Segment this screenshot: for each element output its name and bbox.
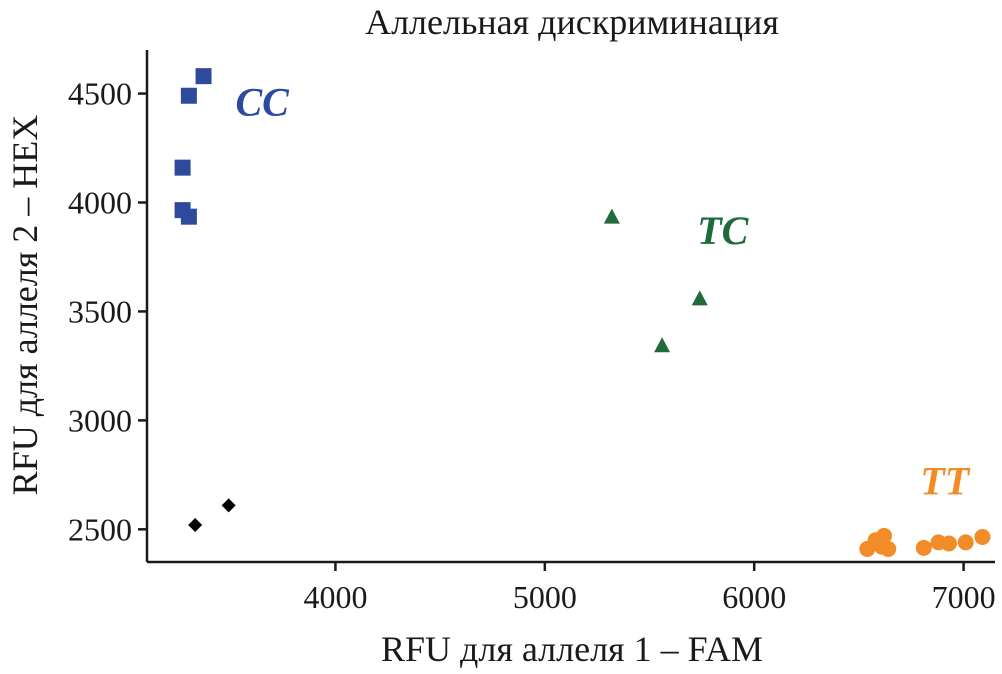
- y-tick-label-3000: 3000: [68, 402, 132, 438]
- y-tick-label-4500: 4500: [68, 76, 132, 112]
- point-tc-0: [603, 208, 620, 224]
- x-axis-label: RFU для аллеля 1 – FAM: [381, 629, 763, 669]
- y-tick-label-4000: 4000: [68, 185, 132, 221]
- x-tick-label-4000: 4000: [303, 579, 367, 615]
- point-unlabeled-0: [188, 517, 203, 532]
- group-label-tc: TC: [697, 208, 749, 253]
- x-tick-label-5000: 5000: [513, 579, 577, 615]
- point-tt-4: [880, 540, 897, 557]
- y-axis-label: RFU для аллеля 2 – HEX: [5, 115, 45, 496]
- point-tt-8: [957, 534, 974, 551]
- y-tick-label-2500: 2500: [68, 511, 132, 547]
- point-tc-2: [691, 290, 708, 306]
- point-tt-7: [940, 535, 957, 552]
- point-cc-2: [195, 68, 212, 85]
- point-tt-9: [974, 528, 991, 545]
- point-cc-4: [180, 208, 197, 225]
- y-tick-label-3500: 3500: [68, 293, 132, 329]
- chart-title: Аллельная дискриминация: [365, 2, 779, 42]
- point-unlabeled-1: [221, 498, 236, 513]
- data-points: [174, 68, 991, 557]
- axes: [145, 50, 995, 564]
- point-tt-5: [915, 539, 932, 556]
- group-labels: CC TC TT: [235, 79, 970, 503]
- point-cc-1: [180, 87, 197, 104]
- group-label-tt: TT: [920, 458, 970, 503]
- x-tick-label-7000: 7000: [932, 579, 996, 615]
- point-cc-0: [174, 159, 191, 176]
- y-ticks: 2500 3000 3500 4000 4500: [68, 76, 147, 547]
- group-label-cc: CC: [235, 79, 290, 124]
- x-tick-label-6000: 6000: [722, 579, 786, 615]
- point-tc-1: [654, 337, 671, 353]
- x-ticks: 4000 5000 6000 7000: [303, 562, 996, 615]
